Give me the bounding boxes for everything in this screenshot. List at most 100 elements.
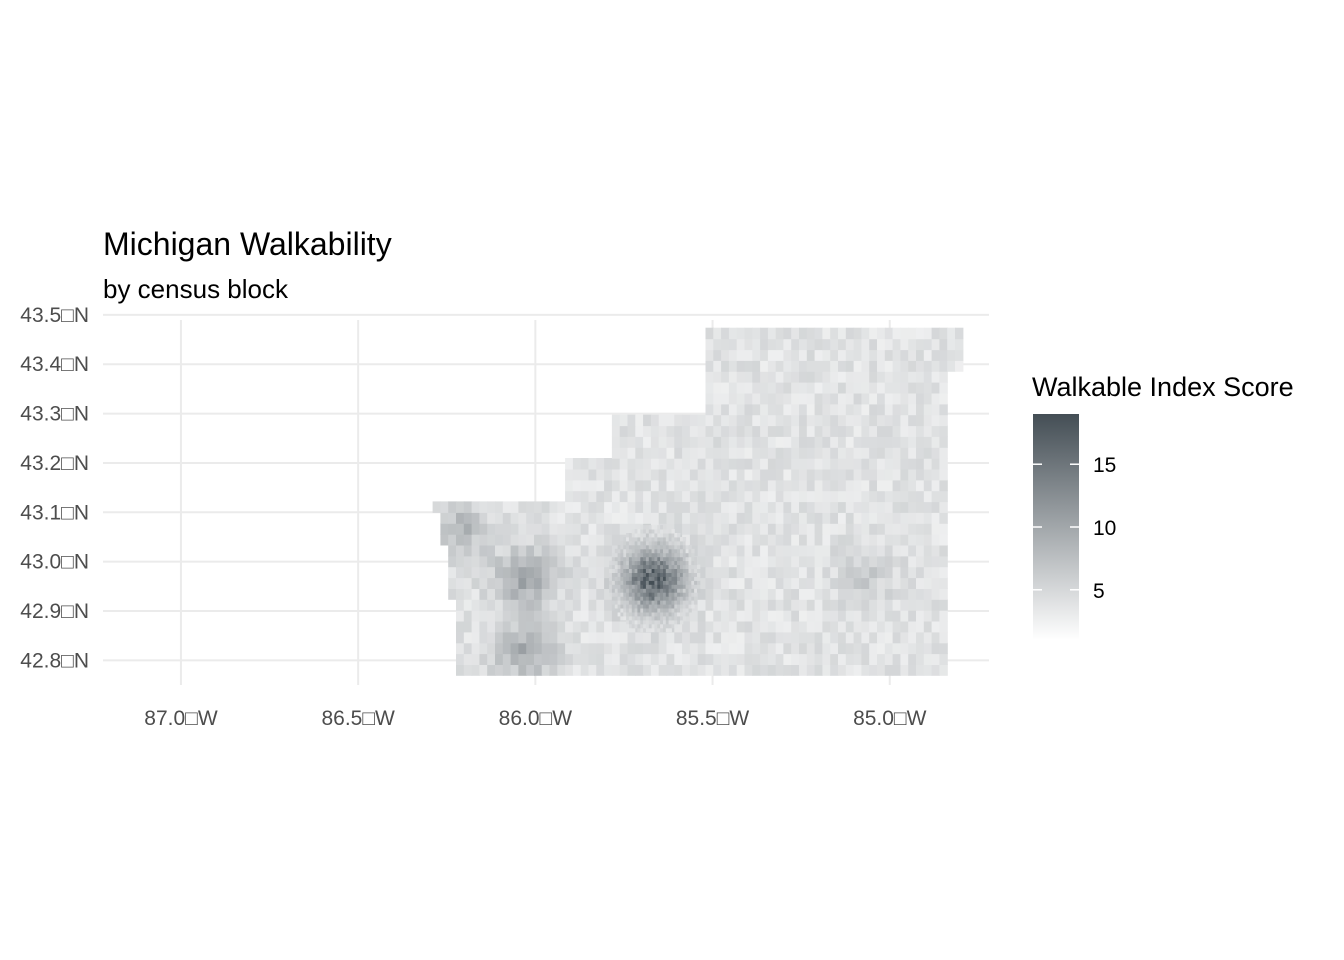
census-block-1920 xyxy=(697,588,701,593)
census-block-1929 xyxy=(631,584,636,589)
census-block-370 xyxy=(884,610,894,622)
census-block-1232 xyxy=(721,447,730,459)
census-block-890 xyxy=(939,523,948,535)
census-block-1064 xyxy=(892,490,901,503)
census-block-373 xyxy=(908,610,917,622)
census-block-1690 xyxy=(668,619,672,625)
census-block-1262 xyxy=(619,436,629,448)
census-block-227 xyxy=(752,631,761,644)
census-block-2103 xyxy=(671,564,675,569)
census-block-2198 xyxy=(680,552,684,558)
census-block-856 xyxy=(674,523,683,535)
census-block-794 xyxy=(697,534,707,546)
census-block-2253 xyxy=(680,544,684,550)
census-block-1275 xyxy=(721,436,730,448)
census-block-1455 xyxy=(728,382,738,394)
census-block-2116 xyxy=(617,560,621,566)
census-block-912 xyxy=(604,512,613,524)
census-block-2136 xyxy=(674,560,678,566)
census-block-1435 xyxy=(814,392,823,405)
census-block-2097 xyxy=(654,564,658,569)
census-block-797 xyxy=(721,534,730,546)
census-block-1787 xyxy=(663,604,667,609)
census-block-2175 xyxy=(614,552,619,558)
census-block-1704 xyxy=(645,616,650,621)
census-block-1708 xyxy=(657,616,661,621)
census-block-1923 xyxy=(614,584,619,589)
census-block-1801 xyxy=(620,600,624,605)
census-block-711 xyxy=(557,544,566,557)
census-block-740 xyxy=(783,544,792,557)
census-block-2080 xyxy=(697,568,701,573)
census-block-944 xyxy=(853,512,862,524)
census-block-984 xyxy=(650,501,660,513)
census-block-970 xyxy=(541,501,551,513)
census-block-1031 xyxy=(635,490,644,503)
census-block-118 xyxy=(884,653,894,665)
census-block-1422 xyxy=(713,392,722,405)
census-block-47 xyxy=(822,664,831,676)
census-block-85 xyxy=(627,653,636,665)
census-block-1160 xyxy=(877,468,886,481)
census-block-1068 xyxy=(923,490,933,503)
census-block-2276 xyxy=(674,540,678,546)
census-block-844 xyxy=(580,523,590,535)
census-block-739 xyxy=(775,544,785,557)
census-block-273 xyxy=(619,620,629,633)
census-block-1765 xyxy=(677,608,681,613)
census-block-6 xyxy=(502,664,512,676)
census-block-61 xyxy=(931,664,940,676)
census-block-1405 xyxy=(822,403,831,416)
census-block-1033 xyxy=(650,490,660,503)
census-block-1777 xyxy=(634,604,638,609)
census-block-1851 xyxy=(677,596,681,601)
census-block-554 xyxy=(830,577,839,589)
census-block-553 xyxy=(822,577,831,589)
census-block-937 xyxy=(799,512,808,524)
census-block-1107 xyxy=(845,479,855,492)
census-block-1312 xyxy=(674,425,683,437)
census-block-2118 xyxy=(623,560,627,566)
census-block-1684 xyxy=(651,619,655,625)
census-block-502 xyxy=(923,588,933,600)
census-block-1909 xyxy=(665,588,670,593)
census-block-1195 xyxy=(767,458,777,470)
census-block-102 xyxy=(760,653,769,665)
census-block-1221 xyxy=(635,447,644,459)
census-block-2147 xyxy=(620,556,624,562)
census-block-1508 xyxy=(900,371,909,383)
census-block-2111 xyxy=(694,564,698,569)
census-block-1469 xyxy=(838,382,847,394)
census-block-954 xyxy=(931,512,940,524)
census-block-1358 xyxy=(697,414,707,427)
census-block-1400 xyxy=(783,403,792,416)
census-block-1617 xyxy=(736,327,746,340)
census-block-752 xyxy=(877,544,886,557)
census-block-174 xyxy=(830,642,839,655)
census-block-1932 xyxy=(640,584,644,589)
census-block-567 xyxy=(931,577,940,589)
census-block-1298 xyxy=(900,436,909,448)
census-block-31 xyxy=(697,664,707,676)
census-block-1689 xyxy=(665,619,670,625)
census-block-2311 xyxy=(648,533,653,538)
census-block-442 xyxy=(456,588,465,600)
census-block-520 xyxy=(565,577,574,589)
census-block-814 xyxy=(853,534,862,546)
census-block-2192 xyxy=(663,552,667,558)
census-block-96 xyxy=(713,653,722,665)
census-block-943 xyxy=(845,512,855,524)
census-block-1541 xyxy=(916,360,925,372)
census-block-2294 xyxy=(660,537,664,542)
census-block-1962 xyxy=(634,580,638,585)
census-block-1782 xyxy=(648,604,653,609)
census-block-1402 xyxy=(799,403,808,416)
census-block-2035 xyxy=(660,572,664,577)
census-block-1964 xyxy=(640,580,644,585)
census-block-1763 xyxy=(671,608,675,613)
census-block-380 xyxy=(471,599,480,611)
census-block-1723 xyxy=(631,612,636,617)
census-block-230 xyxy=(775,631,785,644)
census-block-576 xyxy=(502,566,512,579)
